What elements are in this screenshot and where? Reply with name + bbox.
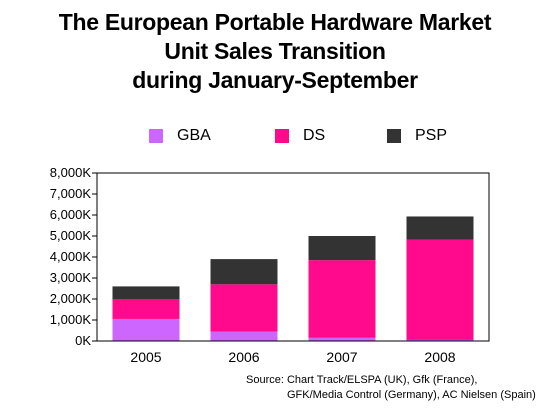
- bar-psp-2008: [406, 216, 474, 240]
- bar-psp-2006: [210, 259, 278, 285]
- legend-label-ds: DS: [303, 127, 326, 144]
- y-tick-label: 2,000K: [50, 291, 92, 306]
- legend-swatch-ds: [275, 129, 289, 143]
- title-line-3: during January-September: [132, 67, 418, 93]
- title-line-1: The European Portable Hardware Market: [58, 9, 492, 35]
- legend-label-gba: GBA: [177, 127, 211, 144]
- x-tick-label: 2005: [130, 349, 161, 365]
- bar-gba-2005: [112, 318, 180, 341]
- legend-swatch-psp: [387, 129, 401, 143]
- y-tick-label: 5,000K: [50, 228, 92, 243]
- x-axis-ticks: 2005 2006 2007 2008: [130, 349, 455, 365]
- x-tick-label: 2008: [424, 349, 455, 365]
- y-tick-label: 8,000K: [50, 165, 92, 180]
- legend-swatch-gba: [149, 129, 163, 143]
- x-tick-label: 2007: [326, 349, 357, 365]
- bar-layer: [112, 216, 474, 341]
- bar-gba-2008: [406, 339, 474, 341]
- bar-gba-2007: [308, 337, 376, 341]
- bar-ds-2005: [112, 299, 180, 319]
- bar-gba-2006: [210, 331, 278, 341]
- y-axis-ticks: 0K 1,000K 2,000K 3,000K 4,000K 5,000K 6,000K 7,…: [50, 165, 97, 348]
- title-line-2: Unit Sales Transition: [164, 38, 386, 64]
- y-tick-label: 7,000K: [50, 186, 92, 201]
- chart-title: The European Portable Hardware Market Un…: [0, 8, 550, 95]
- source-line-1: Source: Chart Track/ELSPA (UK), Gfk (Fra…: [246, 374, 478, 386]
- bar-psp-2007: [308, 236, 376, 261]
- bar-ds-2006: [210, 284, 278, 332]
- y-tick-label: 1,000K: [50, 312, 92, 327]
- y-tick-label: 0K: [75, 333, 91, 348]
- legend: GBA DS PSP: [0, 127, 550, 145]
- y-tick-label: 6,000K: [50, 207, 92, 222]
- legend-label-psp: PSP: [415, 127, 448, 144]
- source-note: Source: Chart Track/ELSPA (UK), Gfk (Fra…: [246, 373, 546, 403]
- bar-ds-2007: [308, 260, 376, 338]
- plot-frame: [96, 172, 490, 342]
- bar-ds-2008: [406, 239, 474, 340]
- source-line-2: GFK/Media Control (Germany), AC Nielsen …: [287, 389, 536, 401]
- y-tick-label: 4,000K: [50, 249, 92, 264]
- bar-psp-2005: [112, 286, 180, 299]
- y-tick-label: 3,000K: [50, 270, 92, 285]
- x-tick-label: 2006: [228, 349, 259, 365]
